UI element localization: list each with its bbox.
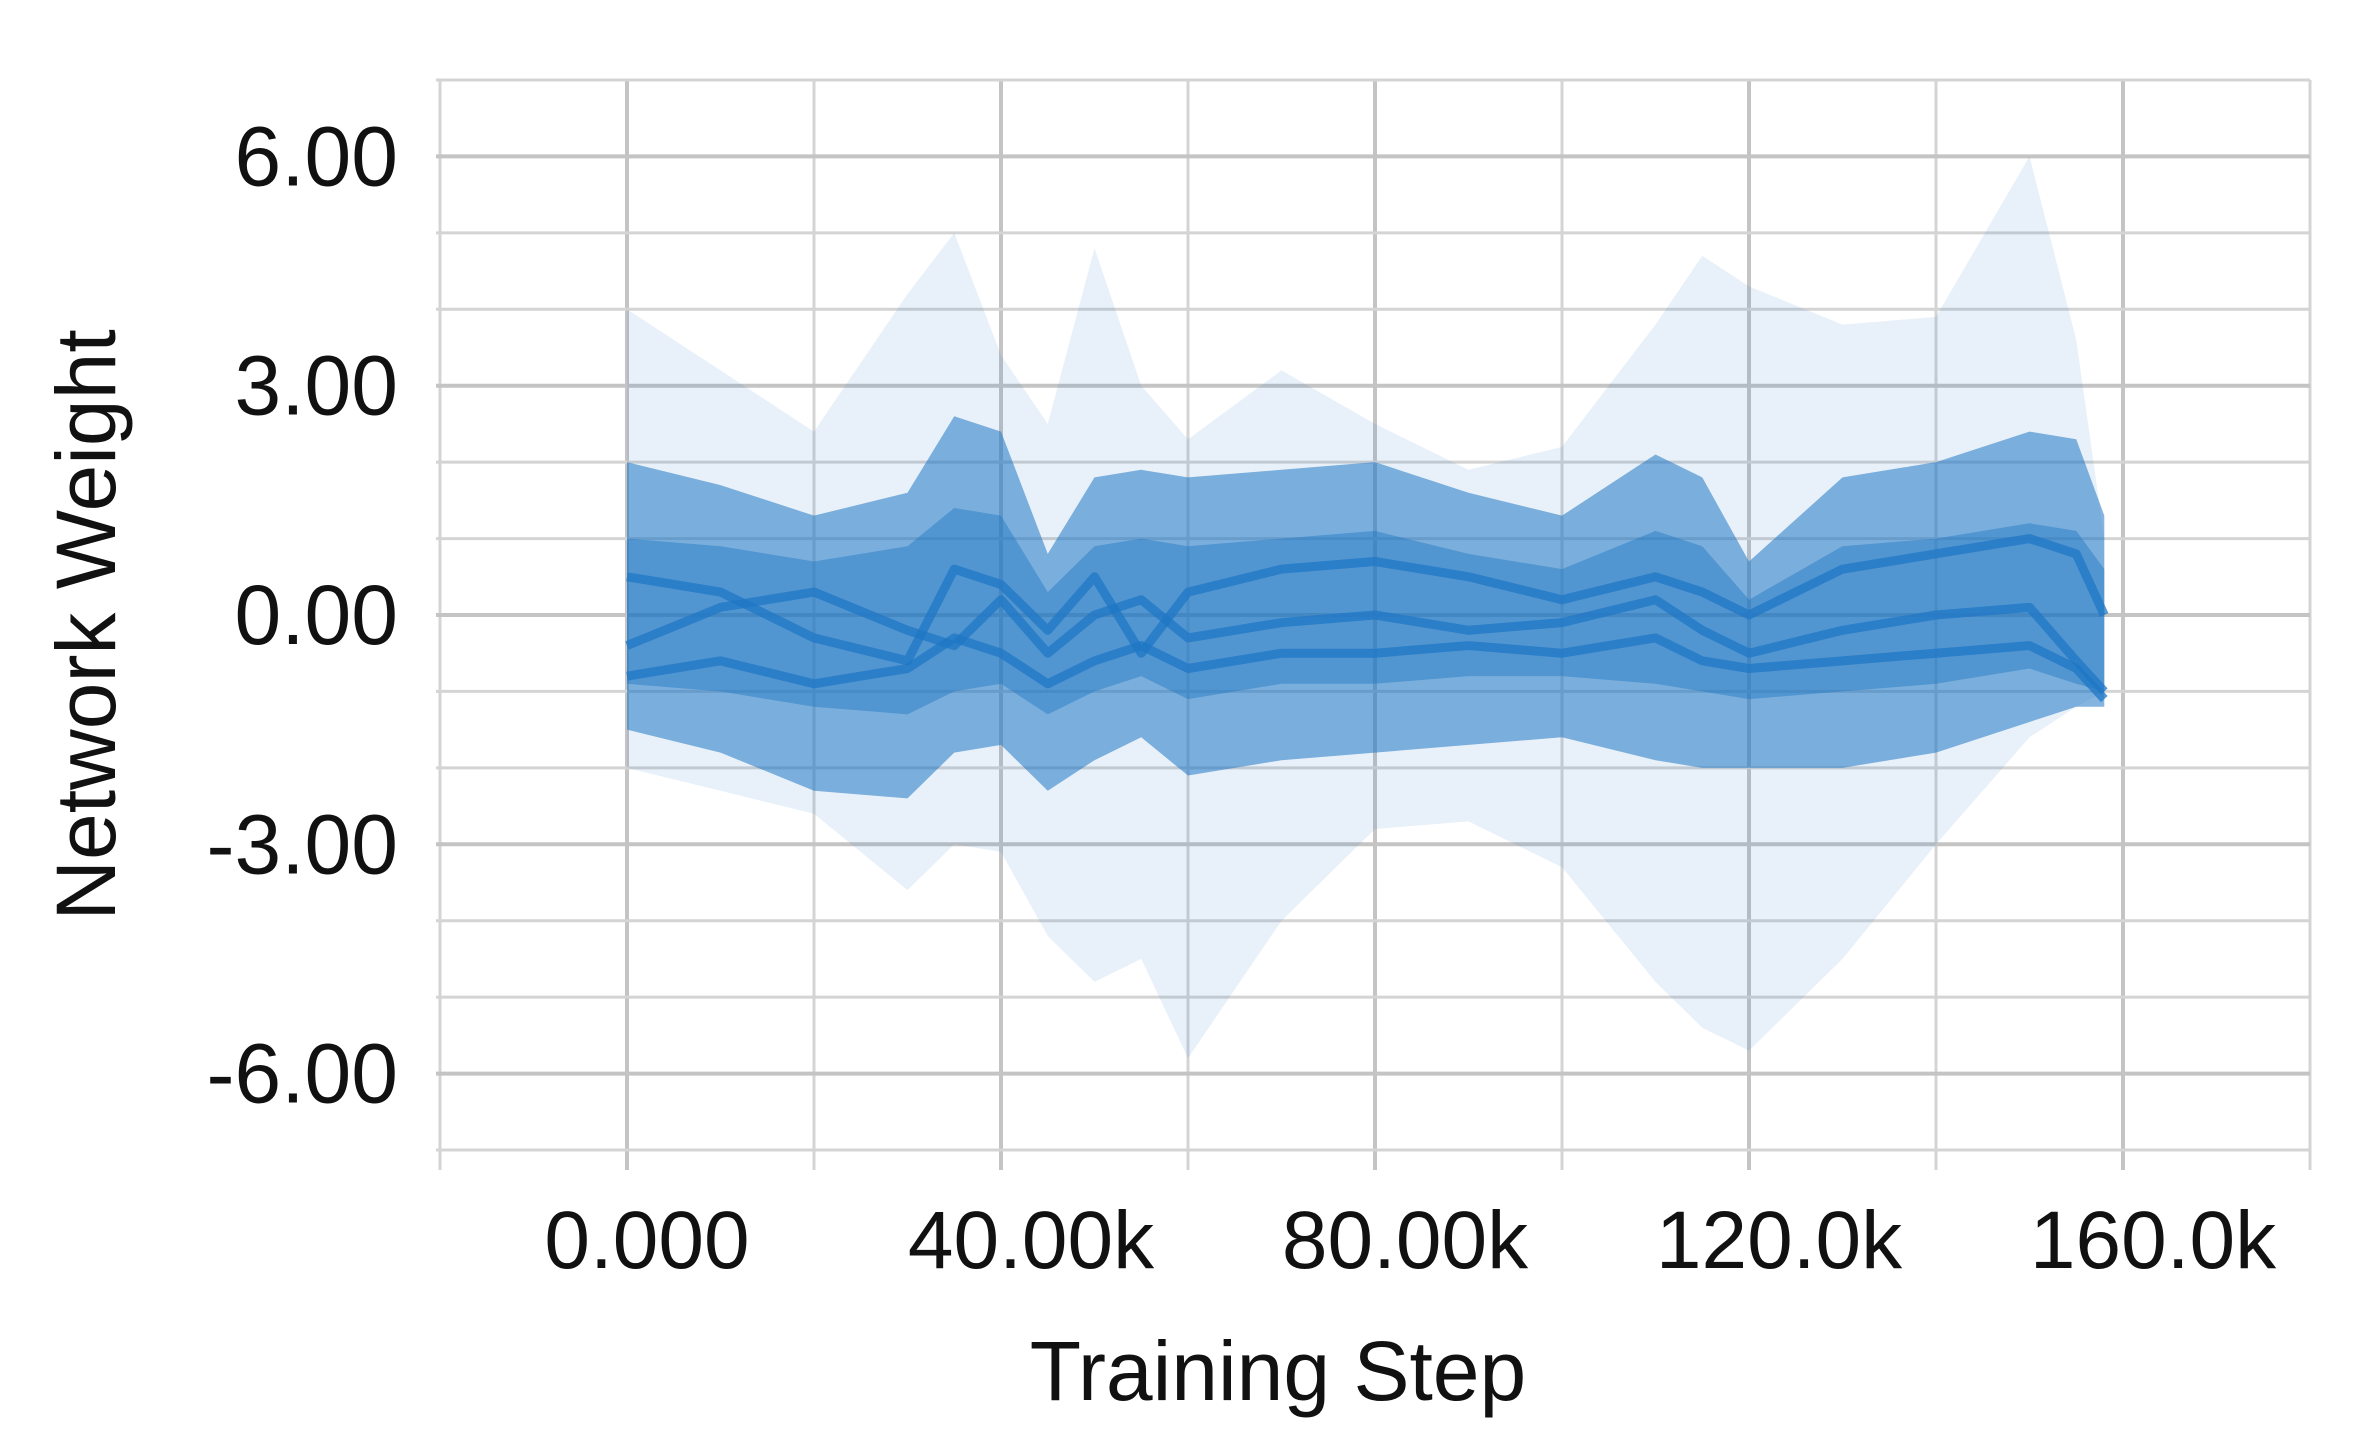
x-tick-labels: 0.000 40.00k 80.00k 120.0k 160.0k [544,1195,2277,1286]
weight-band-2 [627,416,2105,799]
y-tick-label: 0.00 [235,568,399,662]
x-tick-label: 160.0k [2030,1195,2277,1286]
y-tick-label: 6.00 [235,109,399,203]
y-tick-label: -6.00 [207,1027,398,1121]
y-axis-label: Network Weight [39,329,133,920]
y-tick-labels: 6.00 3.00 0.00 -3.00 -6.00 [207,109,398,1120]
x-tick-label: 120.0k [1656,1195,1903,1286]
weight-lines [625,534,2109,703]
weight-trace-3 [626,633,2108,703]
weight-trace-2 [626,534,2109,666]
x-tick-label: 0.000 [544,1195,749,1286]
x-tick-label: 40.00k [908,1195,1155,1286]
weight-trace-1 [625,587,2108,695]
y-tick-label: 3.00 [235,339,399,433]
x-tick-label: 80.00k [1282,1195,1529,1286]
x-axis-label: Training Step [1030,1324,1527,1418]
y-tick-label: -3.00 [207,797,398,891]
